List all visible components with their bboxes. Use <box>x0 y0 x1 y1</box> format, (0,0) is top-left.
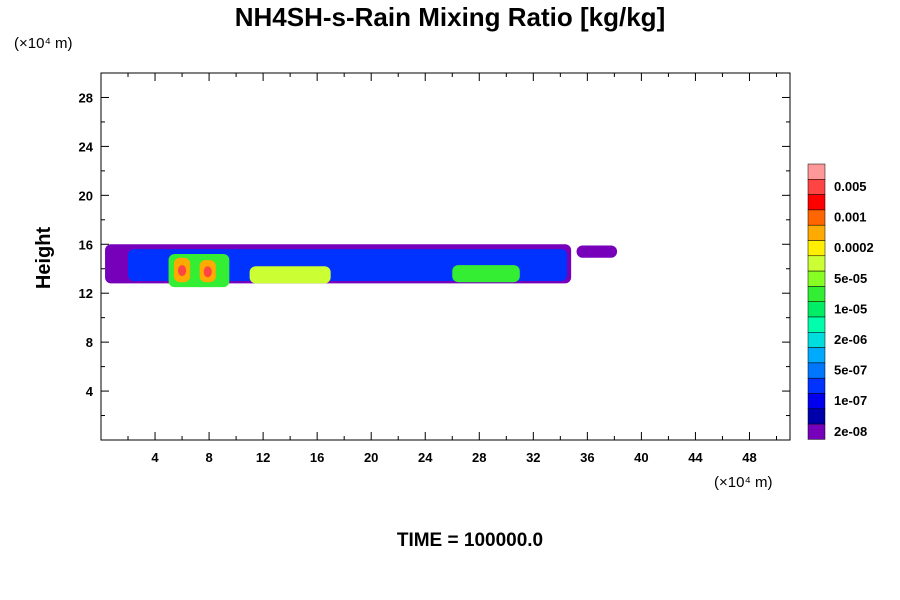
colorbar-swatch <box>807 377 826 394</box>
colorbar-swatch <box>807 301 826 318</box>
contour-region-5 <box>452 265 520 283</box>
colorbar-swatch <box>807 332 826 348</box>
y-tick-label: 4 <box>86 384 94 399</box>
y-tick-label: 12 <box>79 286 93 301</box>
plot-frame <box>100 72 791 441</box>
y-tick-label: 20 <box>79 188 93 203</box>
colorbar-swatch <box>807 423 826 440</box>
x-tick-label: 28 <box>472 450 486 465</box>
colorbar-swatch <box>807 316 826 333</box>
colorbar-swatch <box>807 362 826 379</box>
colorbar-label: 1e-07 <box>834 393 867 408</box>
colorbar-swatch <box>807 179 826 195</box>
x-tick-label: 16 <box>310 450 324 465</box>
x-tick-label: 44 <box>688 450 703 465</box>
x-tick-label: 4 <box>151 450 159 465</box>
colorbar-swatch <box>807 240 826 257</box>
x-tick-label: 32 <box>526 450 540 465</box>
field-layer <box>105 244 618 288</box>
colorbar-swatch <box>807 194 826 211</box>
colorbar-label: 1e-05 <box>834 301 867 316</box>
x-tick-label: 36 <box>580 450 594 465</box>
colorbar-label: 0.001 <box>834 210 867 225</box>
x-tick-label: 8 <box>205 450 212 465</box>
x-tick-label: 48 <box>742 450 756 465</box>
x-tick-label: 24 <box>418 450 433 465</box>
contour-region-1 <box>576 245 618 258</box>
colorbar-label: 2e-06 <box>834 332 867 347</box>
chart-title: NH4SH-s-Rain Mixing Ratio [kg/kg] <box>234 2 666 32</box>
colorbar-swatch <box>807 224 826 241</box>
x-tick-label: 20 <box>364 450 378 465</box>
colorbar-swatch <box>807 408 826 425</box>
colorbar-swatch <box>807 270 826 287</box>
colorbar: 0.005 0.001 0.0002 5e-05 1e-05 2e-06 5e-07 1e-0… <box>807 163 874 440</box>
colorbar-swatch <box>807 163 826 180</box>
y-tick-label: 8 <box>86 335 93 350</box>
contour-region-4 <box>249 266 331 284</box>
x-tick-label: 40 <box>634 450 648 465</box>
x-tick-label: 12 <box>256 450 270 465</box>
y-unit-label: (×10⁴ m) <box>14 35 73 52</box>
colorbar-label: 0.005 <box>834 179 867 194</box>
y-tick-label: 24 <box>79 139 94 154</box>
colorbar-swatch <box>807 255 826 272</box>
y-tick-label: 16 <box>79 237 93 252</box>
time-label: TIME = 100000.0 <box>396 530 544 551</box>
contour-region-8 <box>178 265 187 277</box>
colorbar-swatch <box>807 209 826 226</box>
colorbar-label: 0.0002 <box>834 240 874 255</box>
colorbar-label: 5e-05 <box>834 271 867 286</box>
colorbar-swatch <box>807 286 826 302</box>
contour-region-9 <box>203 266 212 278</box>
colorbar-swatch <box>807 393 826 410</box>
y-tick-label: 28 <box>79 90 93 105</box>
colorbar-swatch <box>807 347 826 364</box>
colorbar-label: 5e-07 <box>834 363 867 378</box>
x-unit-label: (×10⁴ m) <box>714 474 773 491</box>
y-axis-title: Height <box>33 227 55 290</box>
colorbar-label: 2e-08 <box>834 424 867 439</box>
